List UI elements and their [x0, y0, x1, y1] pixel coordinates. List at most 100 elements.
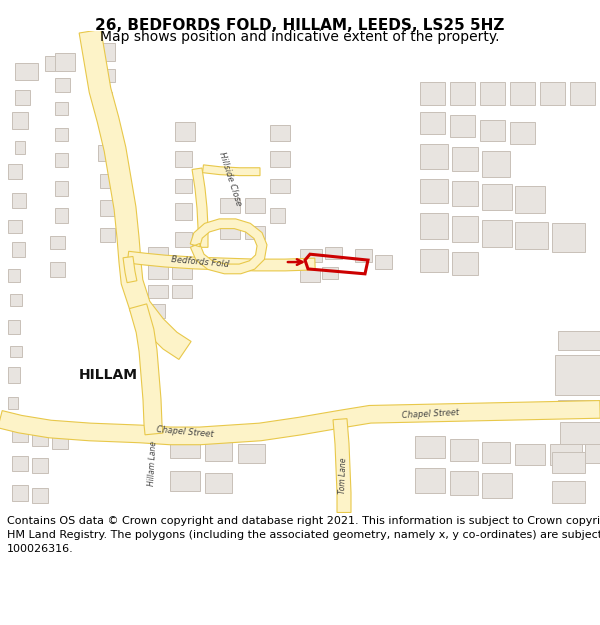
Polygon shape	[482, 220, 512, 248]
Polygon shape	[482, 473, 512, 498]
Polygon shape	[148, 284, 168, 298]
Polygon shape	[510, 122, 535, 144]
Polygon shape	[12, 456, 28, 471]
Polygon shape	[45, 56, 62, 71]
Polygon shape	[55, 53, 75, 71]
Polygon shape	[270, 179, 290, 193]
Polygon shape	[8, 320, 20, 334]
Polygon shape	[148, 248, 168, 259]
Polygon shape	[515, 186, 545, 213]
Polygon shape	[32, 488, 48, 502]
Polygon shape	[8, 164, 22, 179]
Polygon shape	[238, 444, 265, 463]
Polygon shape	[15, 90, 30, 105]
Text: Hillam Lane: Hillam Lane	[148, 441, 158, 486]
Text: Contains OS data © Crown copyright and database right 2021. This information is : Contains OS data © Crown copyright and d…	[7, 516, 600, 554]
Polygon shape	[175, 122, 195, 141]
Polygon shape	[482, 184, 512, 210]
Text: Bedfords Fold: Bedfords Fold	[171, 255, 229, 269]
Polygon shape	[172, 284, 192, 298]
Polygon shape	[0, 401, 600, 445]
Polygon shape	[270, 124, 290, 141]
Polygon shape	[100, 174, 115, 188]
Polygon shape	[12, 426, 28, 442]
Polygon shape	[482, 151, 510, 177]
Polygon shape	[203, 165, 260, 176]
Polygon shape	[585, 444, 600, 463]
Polygon shape	[333, 419, 351, 512]
Polygon shape	[127, 251, 315, 271]
Polygon shape	[415, 436, 445, 459]
Polygon shape	[175, 232, 192, 248]
Polygon shape	[100, 200, 115, 216]
Polygon shape	[50, 236, 65, 249]
Polygon shape	[420, 179, 448, 203]
Polygon shape	[570, 82, 595, 105]
Polygon shape	[8, 269, 20, 282]
Polygon shape	[12, 112, 28, 129]
Polygon shape	[552, 481, 585, 502]
Polygon shape	[552, 222, 585, 253]
Polygon shape	[95, 43, 115, 61]
Polygon shape	[558, 399, 595, 414]
Polygon shape	[50, 262, 65, 277]
Polygon shape	[170, 471, 200, 491]
Polygon shape	[172, 265, 192, 279]
Text: Chapel Street: Chapel Street	[156, 425, 214, 439]
Polygon shape	[420, 112, 445, 134]
Polygon shape	[452, 216, 478, 242]
Polygon shape	[450, 439, 478, 461]
Polygon shape	[300, 249, 322, 262]
Polygon shape	[420, 249, 448, 272]
Polygon shape	[540, 82, 565, 105]
Polygon shape	[452, 147, 478, 171]
Polygon shape	[245, 198, 265, 213]
Polygon shape	[552, 452, 585, 473]
Text: Hillside Close: Hillside Close	[217, 151, 243, 207]
Polygon shape	[450, 115, 475, 138]
Polygon shape	[123, 256, 137, 282]
Polygon shape	[452, 253, 478, 275]
Polygon shape	[10, 294, 22, 306]
Polygon shape	[452, 181, 478, 206]
Polygon shape	[420, 213, 448, 239]
Polygon shape	[55, 102, 68, 115]
Polygon shape	[98, 92, 112, 108]
Polygon shape	[190, 219, 267, 274]
Polygon shape	[375, 255, 392, 269]
Polygon shape	[355, 249, 372, 262]
Polygon shape	[8, 397, 18, 409]
Polygon shape	[32, 459, 48, 473]
Polygon shape	[55, 208, 68, 222]
Polygon shape	[270, 151, 290, 167]
Polygon shape	[10, 346, 22, 358]
Text: 26, BEDFORDS FOLD, HILLAM, LEEDS, LS25 5HZ: 26, BEDFORDS FOLD, HILLAM, LEEDS, LS25 5…	[95, 18, 505, 32]
Polygon shape	[515, 222, 548, 249]
Text: Map shows position and indicative extent of the property.: Map shows position and indicative extent…	[100, 30, 500, 44]
Polygon shape	[55, 127, 68, 141]
Text: HILLAM: HILLAM	[79, 368, 137, 382]
Text: Chapel Street: Chapel Street	[401, 408, 459, 420]
Polygon shape	[175, 203, 192, 220]
Polygon shape	[55, 153, 68, 167]
Polygon shape	[270, 208, 285, 222]
Polygon shape	[510, 82, 535, 105]
Polygon shape	[450, 82, 475, 105]
Polygon shape	[98, 145, 112, 161]
Polygon shape	[100, 119, 115, 134]
Polygon shape	[52, 436, 68, 449]
Polygon shape	[480, 82, 505, 105]
Polygon shape	[205, 442, 232, 461]
Polygon shape	[55, 181, 68, 196]
Polygon shape	[420, 144, 448, 169]
Polygon shape	[560, 422, 600, 444]
Polygon shape	[480, 119, 505, 141]
Polygon shape	[15, 62, 38, 81]
Polygon shape	[175, 179, 192, 193]
Polygon shape	[220, 226, 240, 239]
Polygon shape	[220, 198, 240, 213]
Polygon shape	[148, 265, 168, 279]
Polygon shape	[175, 151, 192, 167]
Polygon shape	[245, 226, 265, 239]
Polygon shape	[170, 439, 200, 459]
